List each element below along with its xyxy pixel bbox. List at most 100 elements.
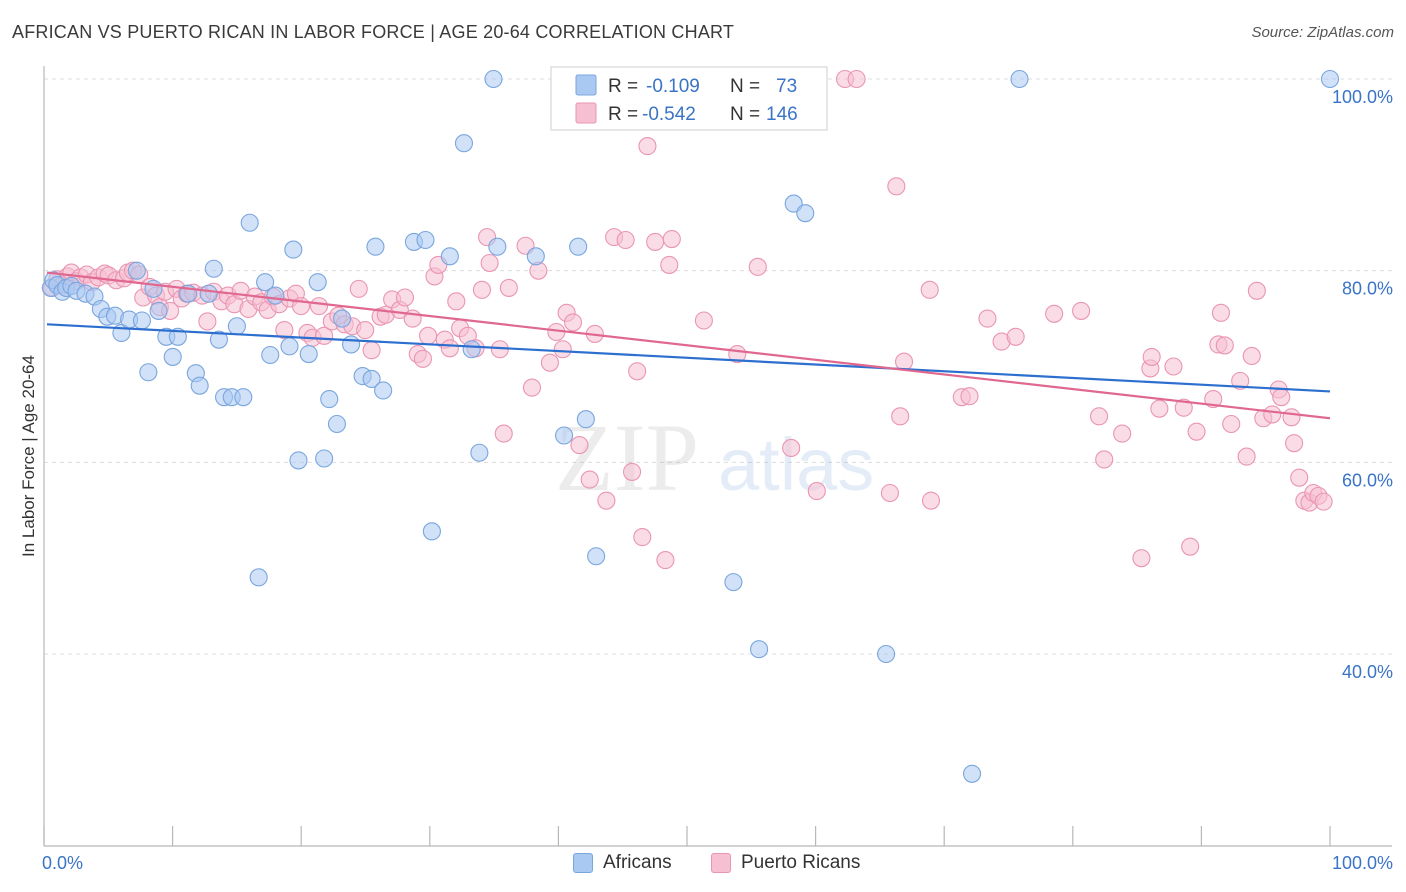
african-point (261, 345, 280, 365)
legend-n-value-puerto-ricans: 146 (766, 104, 798, 125)
african-point (488, 237, 507, 256)
puerto-rican-point (616, 230, 635, 250)
african-point (877, 644, 896, 664)
african-point (554, 426, 574, 445)
legend-r-value-africans: -0.109 (646, 76, 700, 97)
legend-item-puerto-ricans[interactable]: Puerto Ricans (711, 852, 860, 874)
african-point (796, 204, 815, 223)
african-point (227, 317, 246, 336)
legend-r-value-puerto-ricans: -0.542 (642, 104, 696, 125)
puerto-rican-point (1285, 434, 1304, 453)
puerto-rican-point (694, 311, 713, 330)
legend-swatch-africans (575, 74, 597, 96)
puerto-rican-point (563, 313, 583, 332)
african-point (308, 273, 327, 292)
puerto-rican-point (633, 528, 652, 547)
puerto-rican-point (1263, 405, 1282, 424)
african-point (342, 335, 361, 354)
puerto-rican-point (580, 470, 599, 489)
puerto-rican-point (656, 551, 675, 570)
puerto-rican-point (1247, 281, 1266, 300)
trend-line-puerto-ricans (46, 271, 1331, 420)
african-point (333, 309, 352, 328)
puerto-rican-point (628, 362, 647, 381)
puerto-rican-point (1187, 422, 1206, 441)
puerto-rican-point (1237, 447, 1256, 466)
puerto-rican-point (978, 309, 997, 328)
african-point (362, 369, 381, 389)
puerto-rican-point (1006, 327, 1025, 346)
y-tick-label: 40.0% (1342, 662, 1393, 682)
puerto-rican-point (748, 257, 767, 276)
legend-swatch-africans-bottom (573, 853, 593, 873)
watermark-atlas: atlas (718, 423, 874, 506)
y-tick-labels: 40.0% 60.0% 80.0% 100.0% (1332, 87, 1393, 682)
african-point (1320, 69, 1340, 89)
puerto-rican-point (1204, 390, 1223, 409)
legend-item-africans[interactable]: Africans (573, 852, 672, 874)
african-point (127, 261, 146, 280)
african-point (327, 414, 347, 434)
y-tick-label: 100.0% (1332, 87, 1393, 107)
puerto-rican-point (309, 297, 329, 316)
african-point (256, 273, 275, 292)
african-point (366, 237, 385, 256)
puerto-rican-point (660, 255, 679, 274)
puerto-rican-point (597, 491, 616, 510)
puerto-rican-point (413, 349, 432, 368)
puerto-rican-point (847, 69, 866, 89)
african-point (422, 522, 441, 541)
puerto-rican-point (1142, 347, 1161, 366)
african-point (209, 330, 228, 349)
african-point (266, 286, 285, 305)
puerto-rican-point (499, 278, 518, 297)
puerto-rican-point (419, 326, 438, 345)
african-point (163, 347, 182, 366)
legend-r-label-puerto-ricans: R = (608, 104, 638, 125)
puerto-rican-point (1045, 304, 1064, 323)
african-point (526, 247, 545, 266)
puerto-rican-point (349, 279, 368, 298)
african-point (289, 451, 308, 470)
african-point (132, 311, 151, 330)
puerto-rican-point (447, 292, 466, 311)
puerto-rican-point (662, 229, 681, 249)
series-africans (41, 69, 1340, 783)
puerto-rican-point (782, 438, 801, 458)
puerto-rican-point (553, 340, 572, 359)
puerto-rican-point (522, 378, 542, 397)
puerto-rican-point (356, 321, 375, 340)
puerto-rican-point (1282, 408, 1301, 427)
puerto-rican-point (1072, 301, 1091, 320)
legend-n-label-puerto-ricans: N = (730, 104, 760, 125)
series-legend: Africans Puerto Ricans (0, 850, 1406, 880)
puerto-rican-point (395, 288, 415, 307)
puerto-rican-point (198, 312, 217, 331)
puerto-rican-point (1132, 549, 1151, 568)
african-point (587, 547, 606, 566)
legend-n-value-africans: 73 (776, 76, 797, 97)
legend-label-puerto-ricans: Puerto Ricans (741, 852, 861, 873)
puerto-rican-point (570, 436, 589, 455)
african-point (204, 259, 223, 278)
african-point (724, 573, 743, 592)
gridlines (44, 78, 1392, 655)
african-point (149, 301, 168, 320)
puerto-rican-point (960, 387, 979, 406)
puerto-rican-point (646, 232, 665, 251)
puerto-rican-point (275, 321, 294, 340)
african-point (374, 381, 393, 400)
stats-legend: R = -0.109 N = 73 R = -0.542 N = 146 (550, 66, 828, 131)
y-axis-label: In Labor Force | Age 20-64 (19, 355, 38, 557)
african-point (470, 443, 489, 462)
puerto-rican-point (1222, 414, 1241, 434)
puerto-rican-point (1090, 407, 1109, 426)
puerto-rican-point (1095, 450, 1114, 469)
puerto-rican-point (1272, 388, 1291, 407)
african-point (569, 237, 588, 256)
y-tick-label: 80.0% (1342, 279, 1393, 299)
african-point (416, 230, 435, 250)
puerto-rican-point (540, 353, 559, 372)
source-label: Source: ZipAtlas.com (1251, 24, 1394, 41)
puerto-rican-point (362, 341, 381, 360)
